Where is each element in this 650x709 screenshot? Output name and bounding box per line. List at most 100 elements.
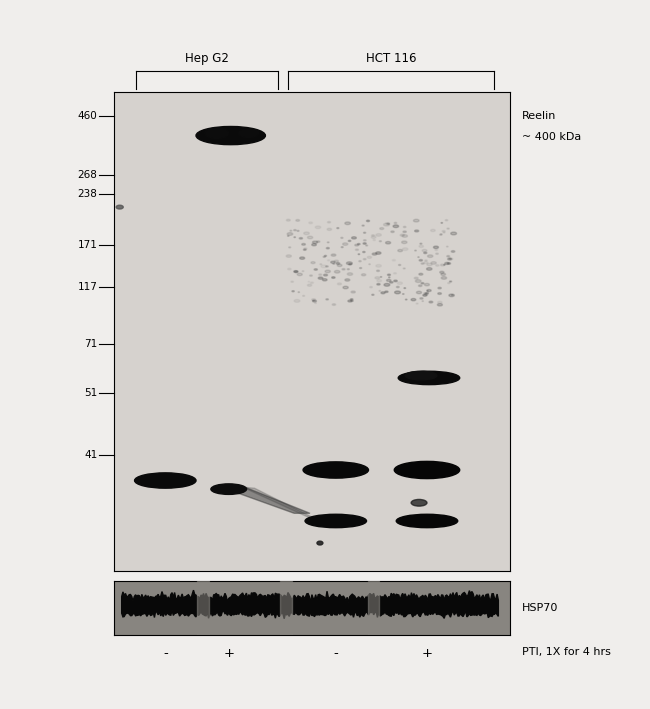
Ellipse shape (294, 299, 300, 302)
Ellipse shape (443, 232, 445, 233)
Ellipse shape (447, 228, 449, 229)
Ellipse shape (304, 249, 306, 250)
Ellipse shape (424, 252, 427, 254)
Ellipse shape (296, 220, 300, 221)
Ellipse shape (448, 282, 450, 284)
Ellipse shape (423, 294, 427, 296)
Ellipse shape (376, 270, 380, 272)
Ellipse shape (438, 287, 441, 289)
Ellipse shape (419, 285, 422, 286)
Ellipse shape (347, 273, 353, 275)
Ellipse shape (351, 291, 356, 293)
Ellipse shape (424, 260, 427, 261)
Ellipse shape (387, 279, 391, 281)
Ellipse shape (351, 300, 354, 301)
Ellipse shape (302, 243, 306, 245)
Ellipse shape (411, 298, 416, 301)
Ellipse shape (385, 223, 390, 225)
Ellipse shape (387, 223, 389, 224)
Ellipse shape (400, 234, 404, 236)
Ellipse shape (395, 462, 460, 479)
Ellipse shape (419, 245, 424, 247)
Ellipse shape (311, 262, 315, 264)
Ellipse shape (348, 300, 352, 302)
Ellipse shape (392, 259, 395, 261)
Ellipse shape (385, 242, 391, 244)
Ellipse shape (421, 283, 424, 284)
Ellipse shape (323, 256, 326, 257)
Ellipse shape (116, 205, 124, 209)
Ellipse shape (424, 293, 426, 294)
Ellipse shape (427, 289, 431, 291)
Ellipse shape (326, 266, 328, 267)
Ellipse shape (287, 219, 291, 221)
Ellipse shape (343, 286, 348, 289)
Ellipse shape (394, 273, 396, 274)
Ellipse shape (343, 243, 348, 245)
Ellipse shape (414, 277, 418, 279)
Ellipse shape (398, 250, 402, 252)
Ellipse shape (445, 262, 449, 264)
Polygon shape (197, 581, 209, 635)
Ellipse shape (211, 484, 246, 494)
Ellipse shape (413, 219, 419, 222)
Ellipse shape (372, 294, 374, 296)
Ellipse shape (376, 252, 381, 255)
Ellipse shape (361, 274, 366, 276)
Ellipse shape (397, 282, 402, 284)
Ellipse shape (334, 270, 340, 273)
Ellipse shape (376, 264, 382, 267)
Ellipse shape (415, 279, 421, 282)
Text: 71: 71 (84, 340, 98, 350)
Ellipse shape (424, 294, 428, 295)
Ellipse shape (447, 255, 450, 257)
Ellipse shape (326, 298, 328, 300)
Text: 41: 41 (84, 450, 98, 460)
Ellipse shape (424, 284, 430, 286)
Ellipse shape (441, 264, 445, 266)
Ellipse shape (332, 277, 335, 279)
Ellipse shape (305, 514, 367, 527)
Ellipse shape (442, 230, 445, 232)
Ellipse shape (377, 284, 380, 285)
Ellipse shape (415, 250, 416, 251)
Ellipse shape (404, 288, 406, 289)
Ellipse shape (313, 300, 317, 302)
Polygon shape (242, 487, 312, 517)
Ellipse shape (309, 222, 313, 224)
Ellipse shape (421, 263, 424, 264)
Text: 238: 238 (77, 189, 98, 199)
Ellipse shape (328, 221, 331, 223)
Ellipse shape (426, 293, 428, 294)
Ellipse shape (318, 277, 323, 279)
Ellipse shape (377, 279, 382, 282)
Ellipse shape (239, 129, 259, 138)
Ellipse shape (398, 372, 460, 384)
Text: 460: 460 (78, 111, 98, 121)
Ellipse shape (372, 253, 377, 255)
Ellipse shape (291, 281, 293, 282)
Ellipse shape (348, 240, 351, 242)
Ellipse shape (439, 234, 442, 235)
Ellipse shape (381, 292, 385, 294)
Ellipse shape (422, 250, 427, 252)
Ellipse shape (294, 271, 298, 272)
Ellipse shape (419, 273, 423, 275)
Text: HCT 116: HCT 116 (366, 52, 417, 65)
Ellipse shape (437, 303, 443, 306)
Ellipse shape (205, 128, 229, 138)
Ellipse shape (312, 244, 317, 246)
Text: Reelin: Reelin (522, 111, 556, 121)
Ellipse shape (389, 281, 393, 283)
Text: +: + (421, 647, 432, 660)
Ellipse shape (345, 222, 350, 225)
Ellipse shape (355, 244, 359, 246)
Ellipse shape (303, 462, 369, 478)
Ellipse shape (393, 225, 398, 228)
Ellipse shape (439, 272, 444, 273)
Ellipse shape (420, 243, 422, 244)
Ellipse shape (318, 274, 322, 275)
Ellipse shape (449, 294, 454, 296)
Ellipse shape (417, 291, 422, 294)
Ellipse shape (384, 284, 390, 286)
